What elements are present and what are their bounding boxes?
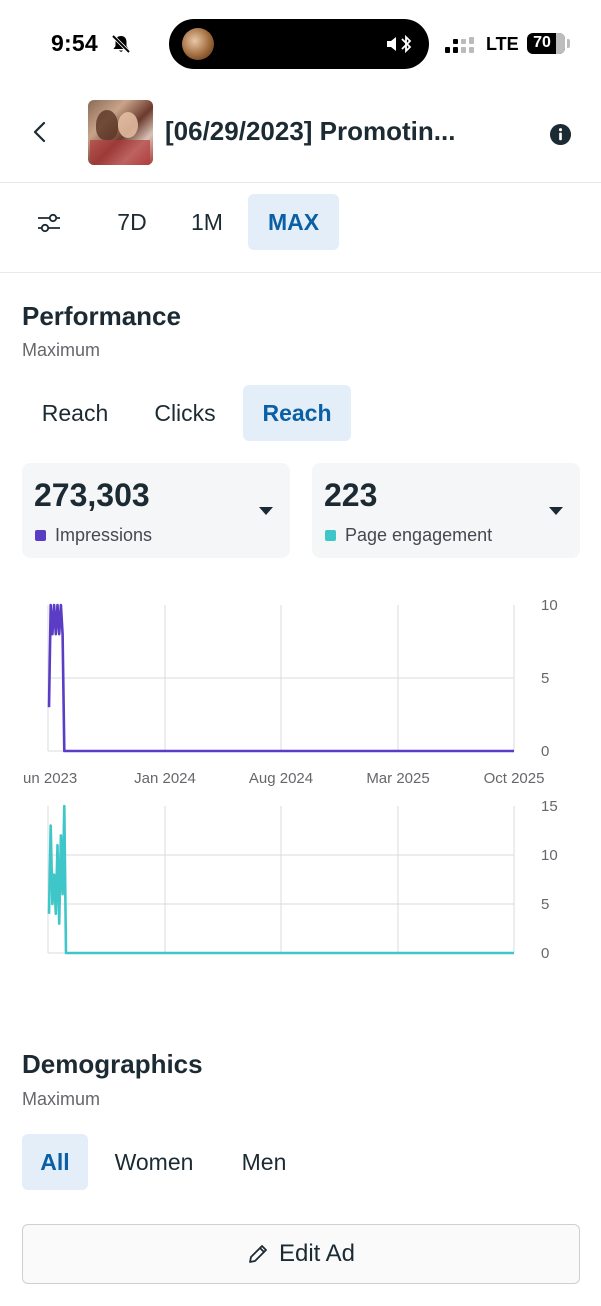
chevron-left-icon[interactable] (26, 118, 54, 146)
engagement-series-line (47, 804, 514, 955)
impressions-y-tick-label: 10 (541, 597, 558, 614)
signal-icon (445, 37, 474, 53)
engagement-y-tick-label: 5 (541, 896, 549, 913)
battery-level: 70 (533, 34, 551, 51)
range-tab-max[interactable]: MAX (248, 194, 339, 250)
metric-tab-reach-active[interactable]: Reach (243, 385, 351, 441)
impressions-x-tick-label: Mar 2025 (366, 770, 429, 787)
engagement-y-tick-label: 15 (541, 798, 558, 815)
metric-tab-clicks[interactable]: Clicks (154, 400, 216, 426)
impressions-y-tick-label: 0 (541, 743, 549, 760)
impressions-series-line (47, 603, 514, 753)
performance-title: Performance (22, 301, 181, 331)
info-icon[interactable] (549, 123, 572, 146)
impressions-y-tick-label: 5 (541, 670, 549, 687)
battery-icon: 70 (527, 33, 565, 54)
engagement-y-tick-label: 10 (541, 847, 558, 864)
caret-down-icon[interactable] (259, 507, 273, 515)
edit-ad-label: Edit Ad (278, 1240, 356, 1267)
sliders-icon[interactable] (36, 212, 62, 234)
now-playing-avatar (182, 28, 214, 60)
engagement-y-tick-label: 0 (541, 945, 549, 962)
page-engagement-label: Page engagement (345, 525, 493, 545)
ad-header: [06/29/2023] Promotin... (0, 96, 601, 182)
demo-tab-women[interactable]: Women (114, 1149, 194, 1175)
page-engagement-value: 223 (324, 477, 378, 513)
range-tab-7d[interactable]: 7D (117, 209, 147, 235)
metric-tab-reach[interactable]: Reach (41, 400, 109, 426)
bluetooth-audio-icon (387, 34, 412, 54)
edit-ad-button[interactable]: Edit Ad (22, 1224, 580, 1284)
status-time: 9:54 (51, 30, 98, 56)
impressions-card[interactable]: 273,303 Impressions (22, 463, 290, 558)
page-engagement-legend-dot (325, 530, 336, 541)
divider (0, 182, 601, 183)
impressions-x-tick-label: Jan 2024 (134, 770, 196, 787)
bell-slash-icon (111, 34, 131, 54)
pencil-icon (249, 1245, 267, 1263)
page-title: [06/29/2023] Promotin... (165, 116, 456, 146)
demographics-subtitle: Maximum (22, 1089, 101, 1109)
demo-tab-men[interactable]: Men (241, 1149, 287, 1175)
page-engagement-card[interactable]: 223 Page engagement (312, 463, 580, 558)
impressions-x-tick-label: Aug 2024 (249, 770, 313, 787)
ad-thumbnail (88, 100, 153, 165)
impressions-value: 273,303 (34, 477, 150, 513)
demographics-title: Demographics (22, 1049, 203, 1079)
dynamic-island (169, 19, 429, 69)
network-type: LTE (486, 34, 519, 54)
performance-subtitle: Maximum (22, 340, 101, 360)
impressions-legend-dot (35, 530, 46, 541)
range-tab-1m[interactable]: 1M (191, 209, 223, 235)
caret-down-icon[interactable] (549, 507, 563, 515)
impressions-x-tick-label: Oct 2025 (484, 770, 545, 787)
impressions-label: Impressions (55, 525, 153, 545)
impressions-x-tick-label: un 2023 (23, 770, 77, 787)
demo-tab-all[interactable]: All (22, 1134, 88, 1190)
divider (0, 272, 601, 273)
status-bar: 9:54 LTE 70 (0, 0, 601, 90)
